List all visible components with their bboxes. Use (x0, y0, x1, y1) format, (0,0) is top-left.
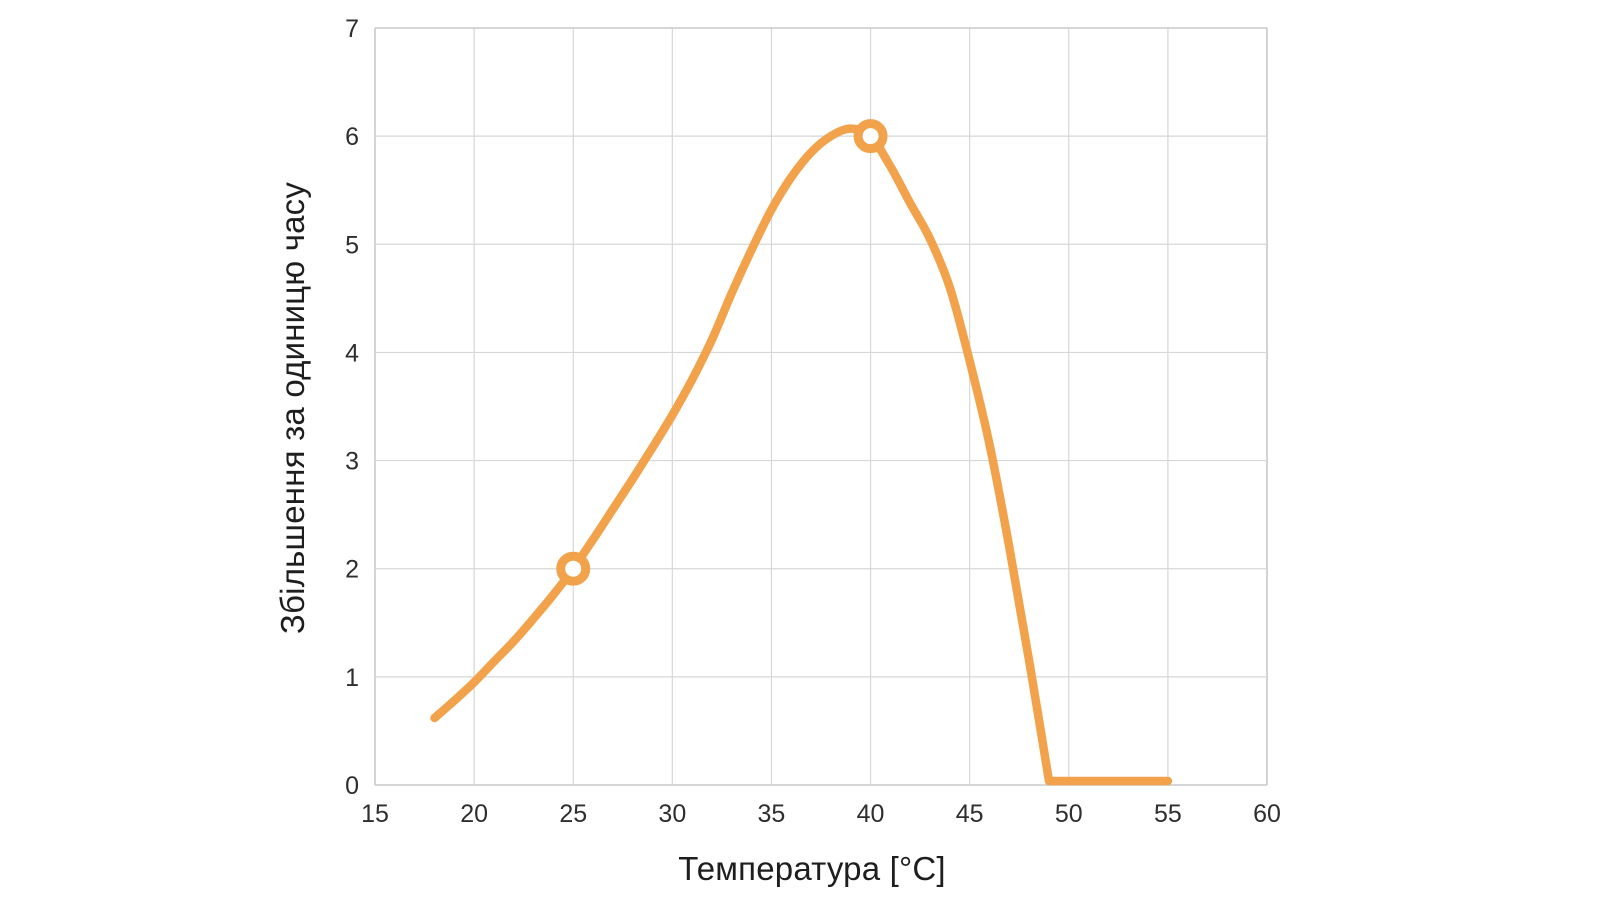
x-tick-label: 50 (1055, 800, 1083, 828)
y-tick-label: 0 (345, 772, 359, 800)
data-point-marker (853, 119, 888, 154)
y-axis-title: Збільшення за одиницю часу (274, 181, 311, 635)
data-point-markers (556, 119, 888, 586)
y-tick-label: 5 (345, 231, 359, 259)
x-tick-label: 15 (361, 800, 389, 828)
x-tick-label: 40 (857, 800, 885, 828)
x-tick-label: 55 (1154, 800, 1182, 828)
y-tick-label: 1 (345, 664, 359, 692)
x-tick-label: 35 (758, 800, 786, 828)
y-tick-label: 2 (345, 556, 359, 584)
x-tick-labels: 15 20 25 30 35 40 45 50 55 60 (361, 800, 1281, 828)
y-tick-labels: 0 1 2 3 4 5 6 7 (345, 15, 359, 800)
x-tick-label: 20 (460, 800, 488, 828)
y-tick-label: 6 (345, 123, 359, 151)
x-axis-title: Температура [°C] (678, 850, 946, 887)
y-tick-label: 3 (345, 448, 359, 476)
data-point-marker (556, 551, 591, 586)
x-tick-label: 30 (658, 800, 686, 828)
growth-curve (430, 124, 1173, 786)
x-tick-label: 45 (956, 800, 984, 828)
y-tick-label: 4 (345, 339, 359, 367)
y-tick-label: 7 (345, 15, 359, 43)
x-tick-label: 25 (559, 800, 587, 828)
x-tick-label: 60 (1253, 800, 1281, 828)
grid-lines (374, 27, 1268, 786)
